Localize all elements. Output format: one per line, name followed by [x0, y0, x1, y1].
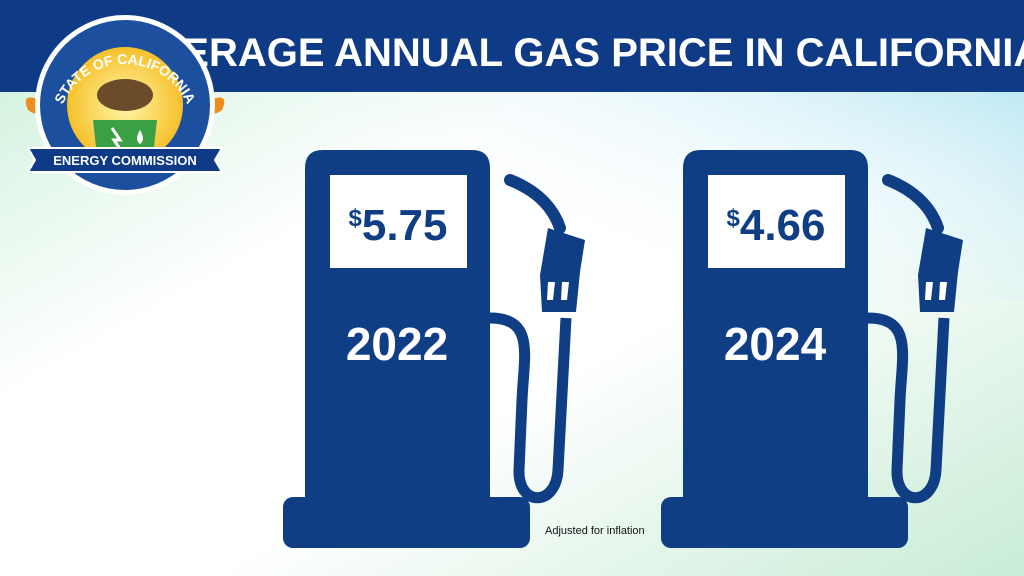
pump-1: $5.75 2022	[283, 150, 585, 548]
pump-2: $4.66 2024	[661, 150, 963, 548]
price: $5.75	[349, 201, 448, 250]
year: 2022	[346, 318, 448, 370]
logo: STATE OF CALIFORNIA ENERGY COMMISSION	[25, 15, 225, 195]
price-currency: $	[727, 205, 741, 232]
price: $4.66	[727, 201, 826, 250]
price-amount: 5.75	[362, 201, 448, 250]
logo-banner-text: ENERGY COMMISSION	[53, 153, 197, 168]
title: AVERAGE ANNUAL GAS PRICE IN CALIFORNIA	[130, 31, 1024, 75]
year: 2024	[724, 318, 827, 370]
price-amount: 4.66	[740, 201, 826, 250]
footnote: Adjusted for inflation	[545, 525, 645, 537]
price-currency: $	[349, 205, 363, 232]
